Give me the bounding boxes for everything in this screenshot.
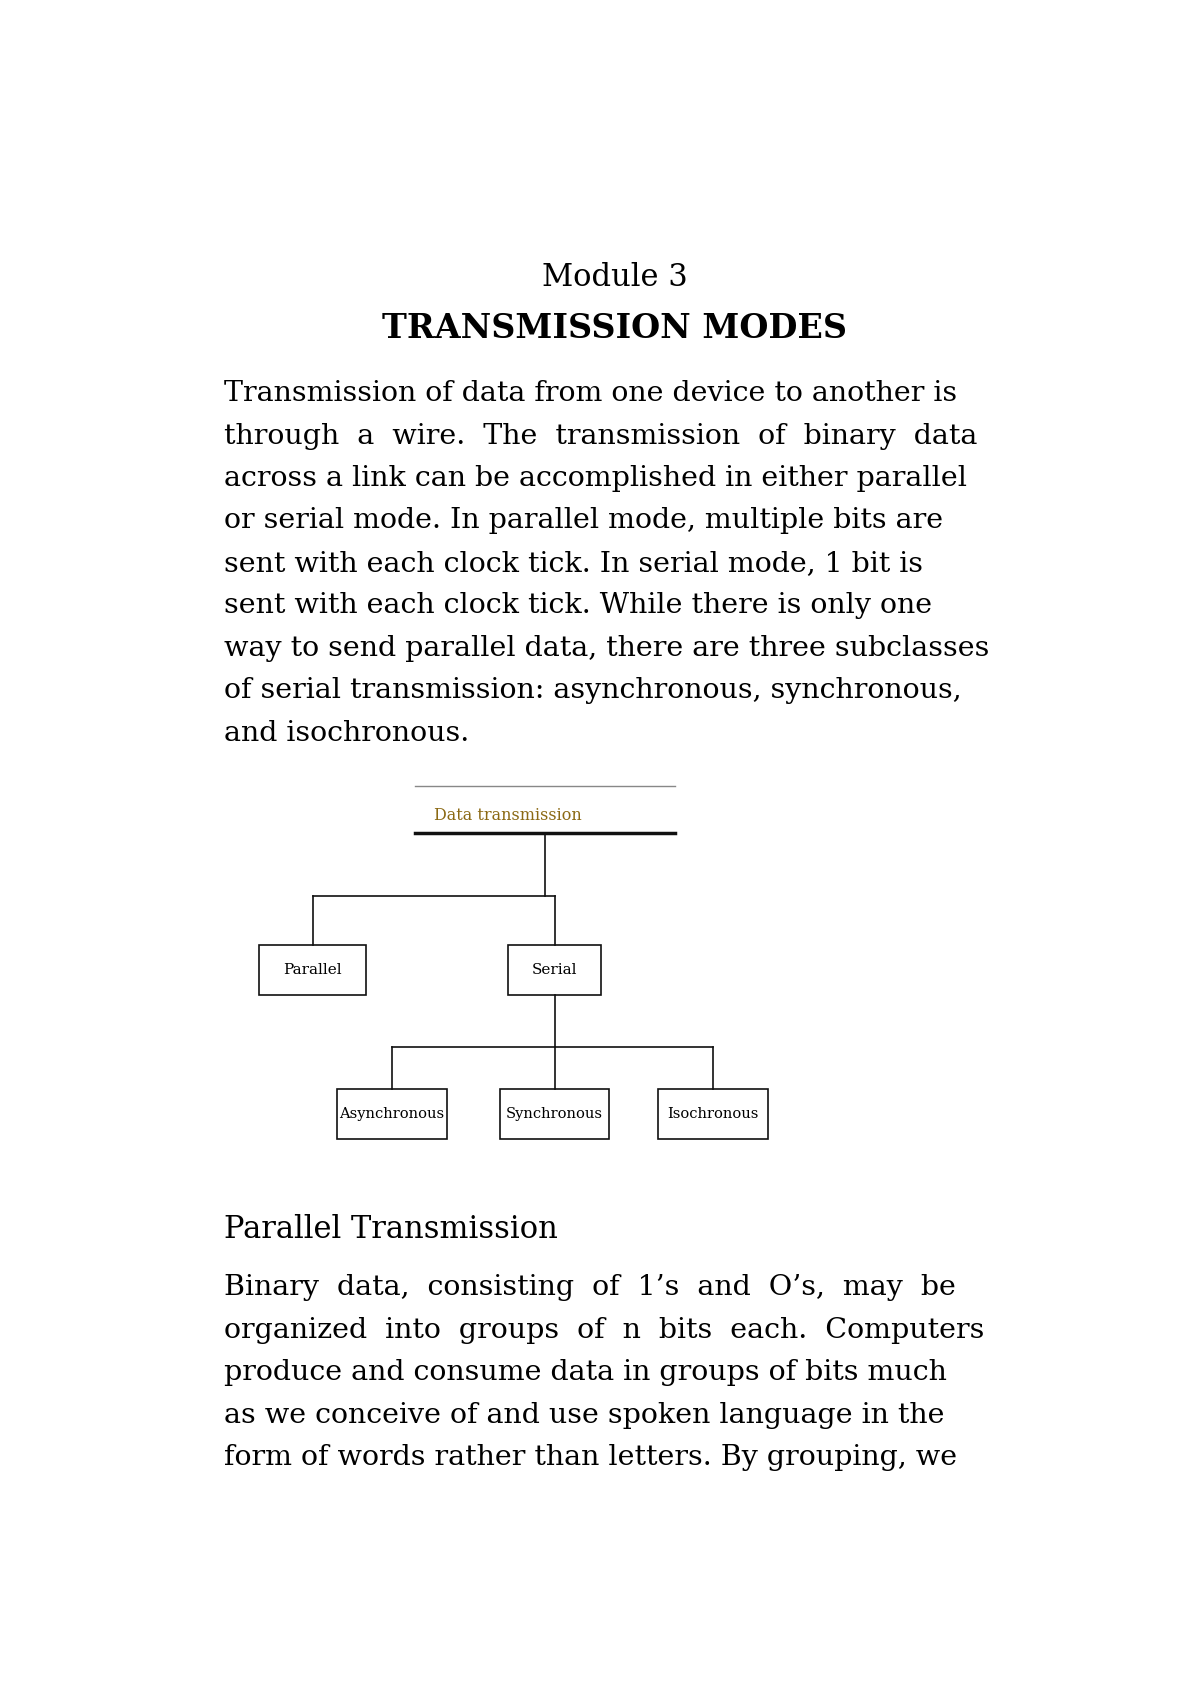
Text: Synchronous: Synchronous (506, 1106, 604, 1120)
Text: TRANSMISSION MODES: TRANSMISSION MODES (383, 312, 847, 344)
Text: form of words rather than letters. By grouping, we: form of words rather than letters. By gr… (224, 1444, 958, 1471)
Text: sent with each clock tick. While there is only one: sent with each clock tick. While there i… (224, 592, 932, 619)
Text: or serial mode. In parallel mode, multiple bits are: or serial mode. In parallel mode, multip… (224, 507, 943, 535)
Text: sent with each clock tick. In serial mode, 1 bit is: sent with each clock tick. In serial mod… (224, 550, 924, 577)
Text: Data transmission: Data transmission (434, 806, 582, 823)
Text: Binary  data,  consisting  of  1’s  and  O’s,  may  be: Binary data, consisting of 1’s and O’s, … (224, 1274, 956, 1302)
Text: Parallel: Parallel (283, 962, 342, 977)
Text: Parallel Transmission: Parallel Transmission (224, 1215, 558, 1246)
Text: through  a  wire.  The  transmission  of  binary  data: through a wire. The transmission of bina… (224, 423, 978, 450)
Text: produce and consume data in groups of bits much: produce and consume data in groups of bi… (224, 1359, 947, 1386)
Text: Asynchronous: Asynchronous (340, 1106, 444, 1120)
Text: and isochronous.: and isochronous. (224, 720, 469, 747)
Text: way to send parallel data, there are three subclasses: way to send parallel data, there are thr… (224, 635, 990, 662)
Text: Serial: Serial (532, 962, 577, 977)
Text: organized  into  groups  of  n  bits  each.  Computers: organized into groups of n bits each. Co… (224, 1317, 985, 1344)
Text: as we conceive of and use spoken language in the: as we conceive of and use spoken languag… (224, 1402, 944, 1429)
Text: Module 3: Module 3 (542, 263, 688, 294)
Text: of serial transmission: asynchronous, synchronous,: of serial transmission: asynchronous, sy… (224, 677, 962, 704)
Text: across a link can be accomplished in either parallel: across a link can be accomplished in eit… (224, 465, 967, 492)
Text: Isochronous: Isochronous (667, 1106, 758, 1120)
Text: Transmission of data from one device to another is: Transmission of data from one device to … (224, 380, 958, 407)
